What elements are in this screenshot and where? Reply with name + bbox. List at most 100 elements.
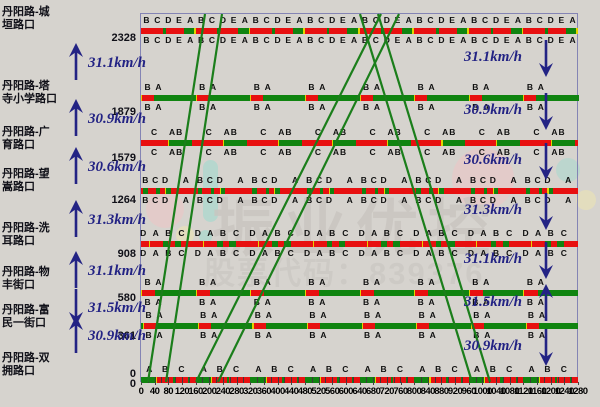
phase-letter: B: [254, 329, 261, 340]
signal-phase-segment: [427, 95, 470, 102]
phase-letter: A: [429, 329, 436, 340]
signal-phase-segment: [454, 240, 470, 247]
phase-letter: B: [526, 297, 533, 308]
x-axis-tick: [345, 382, 347, 385]
phase-letter: A: [373, 102, 381, 113]
signal-phase-segment: [208, 95, 251, 102]
x-axis-tick-label: 760: [393, 386, 408, 397]
phase-boundary-tick: [147, 377, 149, 383]
phase-letter: C: [152, 194, 159, 205]
phase-letter: D: [274, 35, 281, 45]
signal-phase-segment: [493, 187, 499, 194]
phase-letter: B: [471, 35, 478, 45]
phase-letter: D: [194, 227, 201, 238]
x-axis-tick: [509, 382, 511, 385]
phase-letter: A: [291, 174, 299, 185]
x-axis-tick-label: 600: [338, 386, 354, 397]
intersection-name: 嵩路口: [2, 181, 35, 193]
phase-letter: C: [342, 247, 349, 258]
phase-letter: D: [161, 194, 169, 205]
phase-letter: A: [569, 35, 576, 45]
phase-boundary-tick: [564, 377, 566, 383]
phase-letter: E: [558, 15, 565, 25]
signal-phase-segment: [417, 322, 430, 329]
phase-letter: A: [350, 35, 358, 45]
phase-letter: B: [362, 102, 370, 113]
signal-phase-segment: [490, 240, 497, 247]
phase-letter: B: [329, 247, 336, 258]
x-axis-tick-label: 80: [163, 386, 174, 397]
speed-label: 30.6km/h: [464, 152, 522, 168]
x-axis-tick: [263, 382, 265, 385]
phase-boundary-tick: [509, 377, 511, 383]
phase-letter: D: [216, 174, 223, 185]
phase-letter: B: [418, 309, 425, 320]
signal-phase-segment: [278, 140, 303, 147]
x-axis-tick: [359, 382, 361, 385]
signal-phase-segment: [141, 290, 143, 297]
x-axis-tick: [400, 382, 402, 385]
signal-phase-segment: [373, 290, 415, 297]
phase-letter: C: [425, 194, 432, 205]
phase-letter: C: [152, 174, 159, 185]
phase-letter: A: [210, 82, 217, 93]
phase-letter: A: [265, 329, 272, 340]
signal-phase-segment: [387, 140, 412, 147]
signal-phase-segment: [359, 140, 388, 147]
signal-phase-segment: [498, 187, 524, 194]
phase-letter: B: [251, 194, 258, 205]
phase-letter: B: [176, 127, 183, 138]
signal-phase-segment: [524, 290, 539, 297]
phase-letter: A: [346, 194, 353, 205]
phase-letter: A: [510, 194, 517, 205]
phase-letter: D: [249, 247, 256, 258]
phase-letter: C: [372, 35, 379, 45]
x-axis-tick: [564, 382, 566, 385]
phase-letter: A: [405, 15, 412, 25]
phase-letter: A: [320, 329, 327, 340]
signal-phase-segment: [198, 322, 212, 329]
phase-letter: B: [558, 147, 565, 158]
signal-phase-segment: [492, 187, 495, 194]
speed-label: 30.9km/h: [464, 338, 522, 354]
phase-letter: A: [207, 247, 214, 258]
intersection-chainage: 1264: [111, 194, 136, 206]
signal-phase-segment: [204, 240, 218, 247]
x-axis-tick: [373, 382, 375, 385]
phase-letter: D: [492, 35, 500, 45]
signal-phase-segment: [563, 240, 579, 247]
signal-phase-segment: [362, 322, 376, 329]
phase-letter: E: [340, 35, 346, 45]
phase-boundary-tick: [216, 377, 218, 383]
phase-letter: A: [146, 364, 153, 374]
x-axis-tick-label: 1200: [541, 386, 561, 397]
watermark-yellow-circle-right: [576, 190, 596, 210]
phase-letter: B: [198, 35, 205, 45]
phase-letter: C: [396, 247, 403, 258]
x-axis-tick: [578, 382, 579, 385]
x-axis-tick: [168, 382, 170, 385]
x-axis-tick: [304, 382, 306, 385]
x-axis-tick-label: 1000: [472, 386, 493, 397]
phase-letter: C: [534, 174, 541, 185]
phase-letter: A: [484, 309, 491, 320]
phase-letter: B: [145, 329, 152, 340]
phase-letter: B: [306, 174, 313, 185]
intersection-label: 丹阳路-望 嵩路口 1264: [2, 168, 138, 207]
signal-phase-segment: [502, 377, 517, 383]
phase-boundary-tick: [366, 377, 368, 383]
signal-phase-segment: [484, 322, 524, 329]
phase-letter: A: [565, 174, 572, 185]
signal-phase-segment: [141, 240, 150, 247]
phase-letter: A: [278, 127, 285, 138]
signal-phase-segment: [493, 28, 512, 34]
phase-letter: A: [237, 174, 244, 185]
phase-letter: D: [383, 15, 390, 25]
phase-letter: A: [428, 102, 435, 113]
signal-phase-segment: [196, 95, 210, 102]
signal-phase-segment: [238, 28, 250, 34]
phase-letter: A: [350, 15, 358, 25]
